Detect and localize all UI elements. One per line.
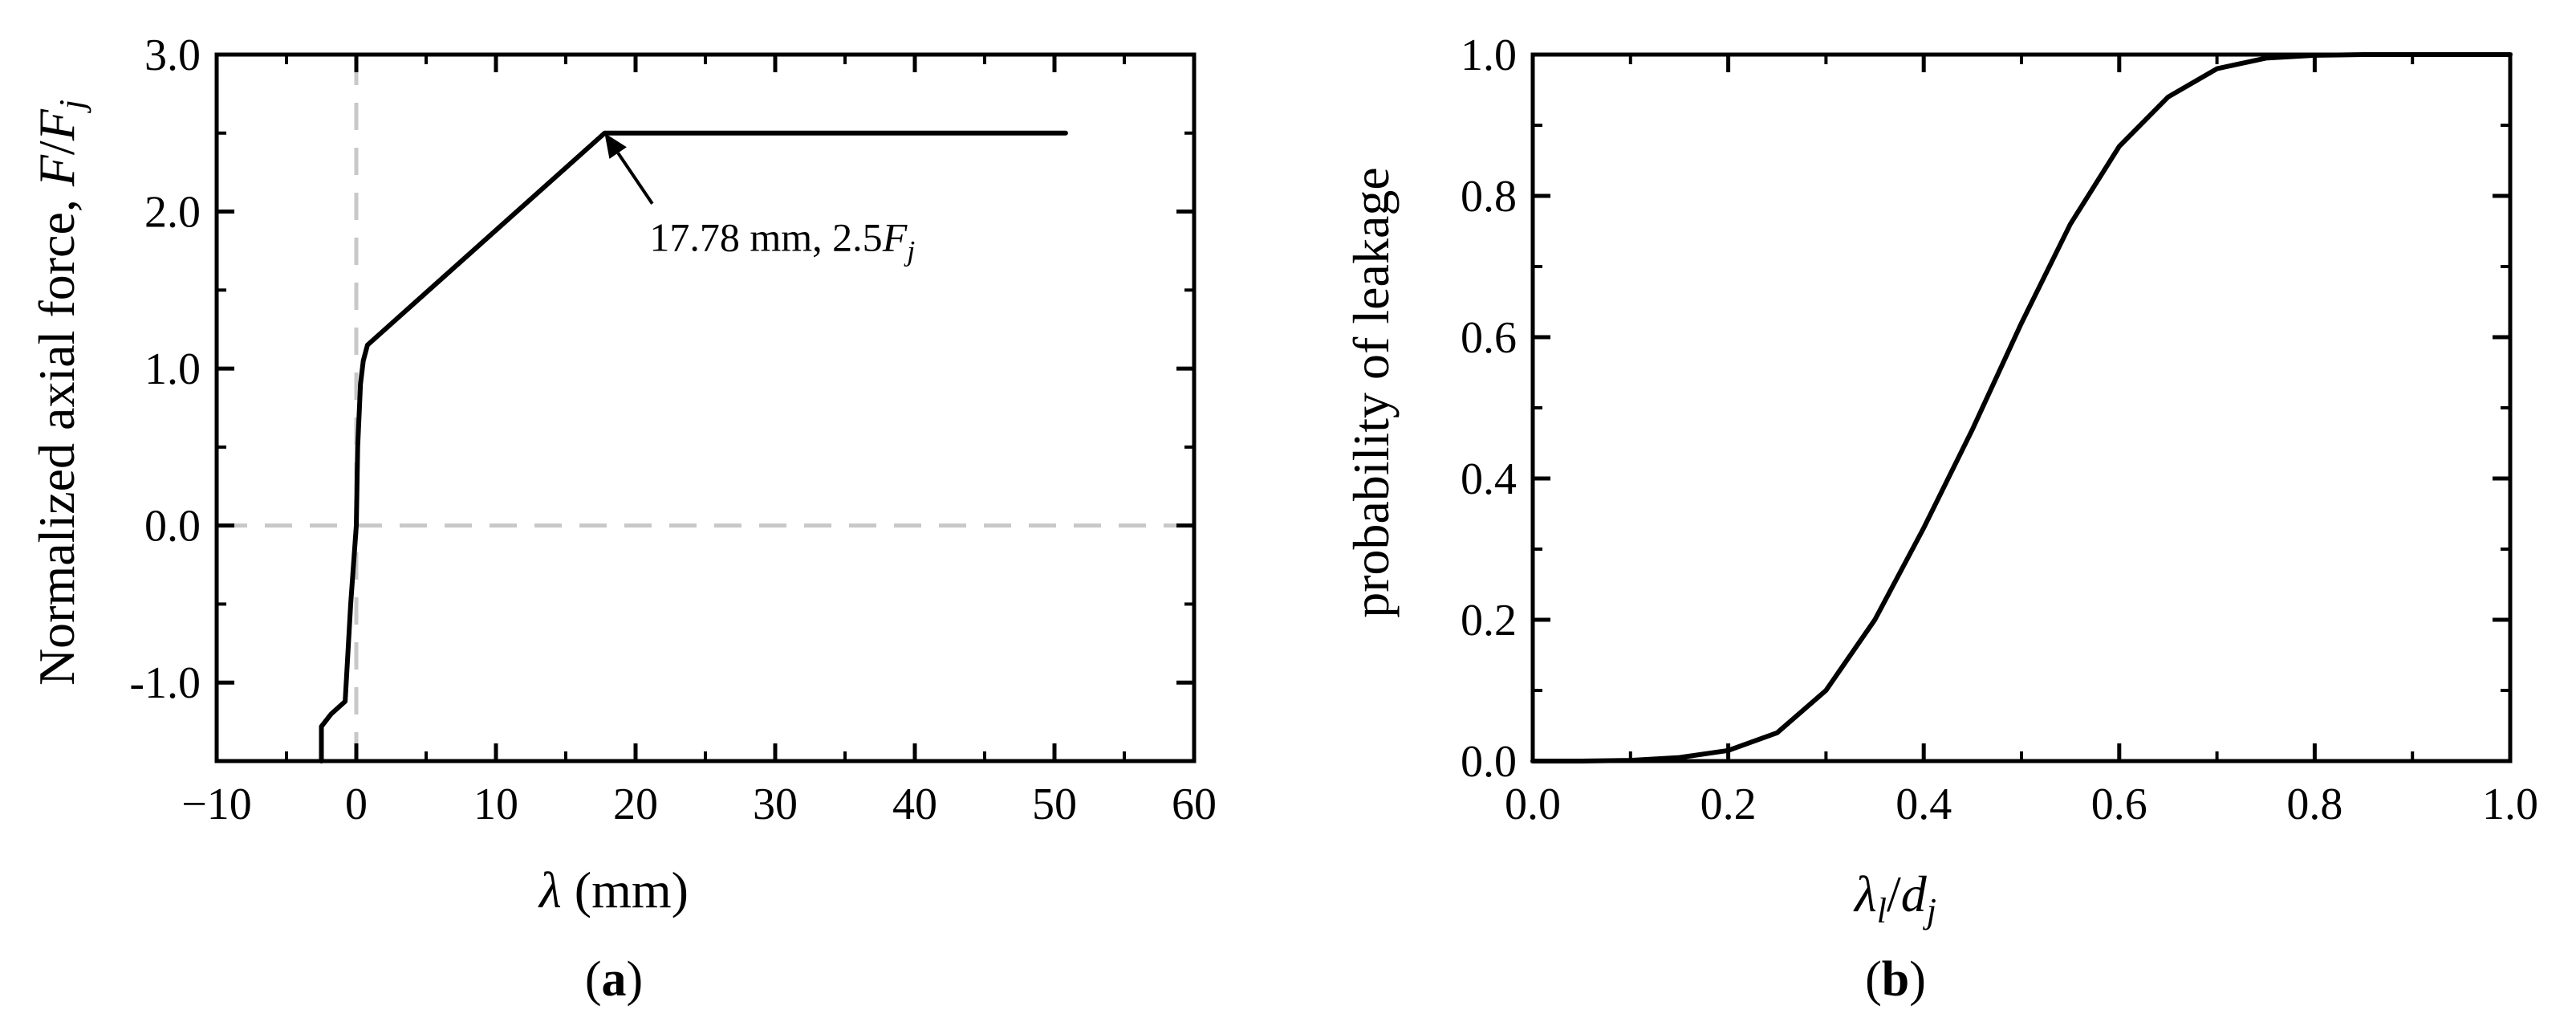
y-tick-label-b: 0.4 (1461, 454, 1517, 504)
y-axis-label-Fj-a: F (28, 108, 85, 141)
panel-label-a: (a) (585, 952, 643, 1007)
annotation-text-main: 17.78 mm, 2.5 (649, 214, 882, 259)
y-tick-label-a: -1.0 (129, 658, 201, 708)
x-tick-label-b: 0.4 (1895, 780, 1952, 829)
ticks-a: −10 0 10 20 30 40 50 60 -1.0 0.0 1.0 2.0 3.0 (129, 31, 1217, 829)
x-tick-label-a: −10 (181, 780, 252, 829)
x-tick-label-b: 0.0 (1505, 780, 1561, 829)
annotation-text: 17.78 mm, 2.5Fj (649, 214, 915, 267)
panel-letter-a: a (602, 952, 627, 1007)
x-axis-unit-a: (mm) (562, 861, 689, 918)
x-axis-slash-b: / (1887, 865, 1901, 922)
x-tick-label-a: 20 (613, 780, 658, 829)
x-tick-label-b: 1.0 (2482, 780, 2538, 829)
series-line-a-0 (319, 130, 1068, 763)
annotation-arrow-shaft (616, 152, 654, 205)
x-axis-label-a: λ (mm) (538, 861, 689, 918)
x-axis-d-b: d (1901, 865, 1928, 922)
x-tick-label-a: 30 (753, 780, 798, 829)
x-tick-label-a: 40 (892, 780, 937, 829)
annotation-text-F: F (882, 214, 908, 259)
ticks-b: 0.0 0.2 0.4 0.6 0.8 1.0 0.0 0.2 0.4 0.6 0.8 1.0 (1461, 31, 2538, 829)
y-axis-label-b: probability of leakage (1343, 167, 1400, 618)
x-tick-label-b: 0.6 (2091, 780, 2147, 829)
y-tick-label-b: 0.6 (1461, 313, 1517, 363)
x-axis-lambda-sub-b: l (1877, 891, 1887, 930)
x-tick-label-a: 60 (1172, 780, 1217, 829)
y-axis-label-F-a: F (28, 154, 85, 187)
x-tick-label-a: 0 (345, 780, 368, 829)
y-tick-label-b: 1.0 (1461, 31, 1517, 80)
x-axis-symbol-a: λ (538, 861, 562, 918)
y-tick-label-a: 0.0 (144, 502, 201, 552)
x-axis-d-sub-b: j (1923, 891, 1936, 930)
y-axis-label-slash-a: / (28, 140, 85, 155)
x-tick-label-b: 0.8 (2286, 780, 2342, 829)
y-tick-label-a: 2.0 (144, 188, 201, 238)
y-axis-label-sub-a: j (52, 100, 91, 113)
y-axis-label-a: Normalized axial force, F/Fj (28, 100, 91, 686)
reference-lines-a (220, 58, 1191, 758)
y-tick-label-b: 0.2 (1461, 596, 1517, 645)
y-axis-label-text-a: Normalized axial force, (28, 186, 85, 686)
x-tick-label-a: 50 (1032, 780, 1077, 829)
x-tick-label-a: 10 (473, 780, 518, 829)
x-axis-lambda-b: λ (1853, 865, 1877, 922)
panel-label-b: (b) (1865, 952, 1926, 1007)
x-axis-label-b: λl/dj (1853, 865, 1936, 930)
y-tick-label-a: 1.0 (144, 344, 201, 394)
chart-panel-b: 0.0 0.2 0.4 0.6 0.8 1.0 0.0 0.2 0.4 0.6 0.8 1.0 λl/… (1343, 31, 2538, 1007)
series-a (319, 130, 1068, 763)
y-tick-label-b: 0.0 (1461, 737, 1517, 787)
x-tick-label-b: 0.2 (1700, 780, 1757, 829)
panel-letter-b: b (1882, 952, 1909, 1007)
y-tick-label-b: 0.8 (1461, 172, 1517, 222)
y-tick-label-a: 3.0 (144, 31, 201, 80)
annotation-a: 17.78 mm, 2.5Fj (604, 132, 915, 267)
chart-panel-a: −10 0 10 20 30 40 50 60 -1.0 0.0 1.0 2.0 3.0 17.78 m… (28, 31, 1217, 1007)
annotation-arrow-head (604, 132, 627, 159)
annotation-text-sub: j (904, 234, 915, 267)
